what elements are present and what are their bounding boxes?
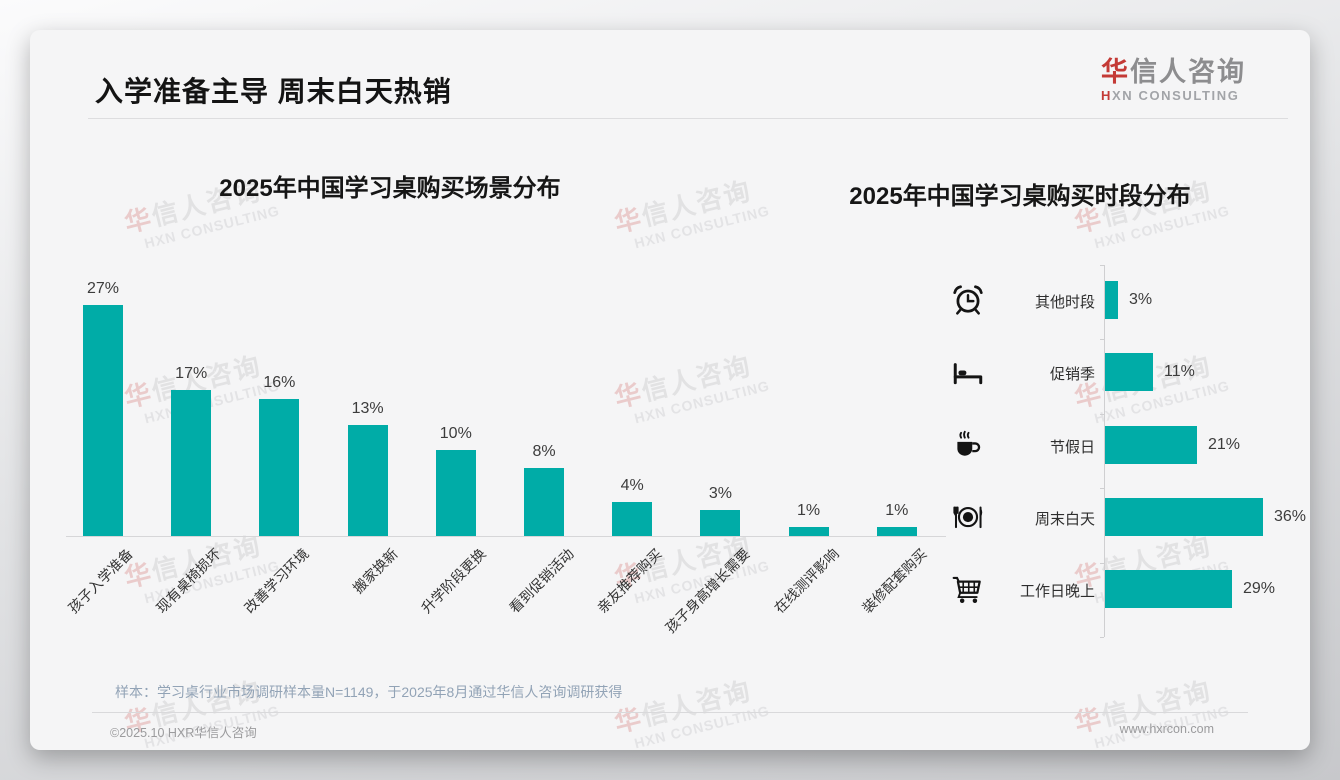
- time-bar-value-label: 21%: [1208, 435, 1241, 453]
- scene-bar-value-label: 8%: [532, 443, 556, 460]
- time-row-label: 工作日晚上: [1019, 583, 1095, 601]
- coffee-icon: [951, 427, 985, 461]
- scene-bar: [171, 390, 212, 536]
- time-row-label: 其他时段: [1034, 294, 1095, 311]
- axis-tick: [1100, 413, 1104, 415]
- scene-bar-value-label: 1%: [885, 502, 909, 519]
- copyright-text: ©2025.10 HXR华信人咨询: [110, 726, 257, 740]
- dining-icon: [951, 499, 985, 533]
- scene-bar-value-label: 16%: [263, 374, 296, 391]
- scene-bar: [876, 527, 917, 536]
- alarm-clock-icon: [951, 282, 985, 316]
- scene-bar: [435, 450, 476, 536]
- logo-chinese-text: 华信人咨询: [1101, 57, 1246, 87]
- time-bar: [1105, 570, 1232, 609]
- scene-bar: [259, 399, 300, 536]
- scene-bar: [83, 305, 123, 536]
- scene-bar-value-label: 10%: [439, 425, 472, 442]
- axis-tick: [1100, 265, 1104, 266]
- x-axis-line: [66, 536, 946, 537]
- scene-bar-value-label: 4%: [620, 477, 644, 494]
- scene-bar: [524, 468, 564, 536]
- scene-distribution-chart: 27% 孩子入学准备 17% 现有桌椅损坏 16% 改善学习环境 13% 搬家换新 10% 升学阶…: [30, 30, 1310, 750]
- scene-bar-value-label: 13%: [351, 400, 384, 417]
- scene-bar: [700, 510, 741, 536]
- scene-bar-value-label: 27%: [86, 280, 120, 297]
- company-logo: 华信人咨询 HXN CONSULTING: [1101, 57, 1246, 103]
- sample-note: 样本：学习桌行业市场调研样本量N=1149，于2025年8月通过华信人咨询调研获…: [115, 684, 623, 700]
- scene-bar: [347, 425, 388, 536]
- time-chart-title: 2025年中国学习桌购买时段分布: [849, 183, 1191, 210]
- logo-english-text: HXN CONSULTING: [1101, 87, 1240, 103]
- scene-bar-value-label: 3%: [708, 485, 732, 502]
- axis-tick: [1100, 637, 1104, 638]
- axis-tick: [1100, 339, 1104, 341]
- bed-icon: [951, 354, 985, 388]
- shopping-cart-icon: [951, 571, 985, 605]
- axis-tick: [1100, 562, 1104, 564]
- time-bar: [1105, 353, 1153, 392]
- time-bar-value-label: 11%: [1164, 363, 1195, 381]
- time-bar: [1105, 281, 1118, 319]
- time-row-label: 节假日: [1049, 438, 1095, 456]
- scene-bar-value-label: 1%: [797, 502, 821, 519]
- slide-card: 华信人咨询 HXN CONSULTING 华信人咨询 HXN CONSULTING 华信…: [30, 30, 1310, 750]
- scene-bar: [612, 502, 653, 536]
- title-divider: [88, 118, 1288, 119]
- scene-bar: [788, 527, 829, 536]
- website-link[interactable]: www.hxrcon.com: [1119, 722, 1214, 736]
- time-bar-value-label: 29%: [1243, 580, 1276, 598]
- time-distribution-chart: 其他时段 3% 促销季 11% 节假日 21% 周末白天 36% 工作日晚上 29%: [30, 30, 1310, 750]
- y-axis-line: [1104, 265, 1105, 637]
- time-bar: [1105, 425, 1197, 464]
- page-title: 入学准备主导 周末白天热销: [95, 76, 452, 107]
- time-row-label: 促销季: [1049, 366, 1095, 384]
- footer-divider: [92, 712, 1248, 713]
- axis-tick: [1100, 488, 1104, 490]
- time-bar: [1105, 497, 1263, 536]
- scene-bar-value-label: 17%: [175, 365, 208, 382]
- time-bar-value-label: 36%: [1274, 507, 1307, 525]
- scene-chart-title: 2025年中国学习桌购买场景分布: [219, 175, 561, 202]
- time-row-label: 周末白天: [1034, 510, 1095, 528]
- time-bar-value-label: 3%: [1129, 291, 1153, 308]
